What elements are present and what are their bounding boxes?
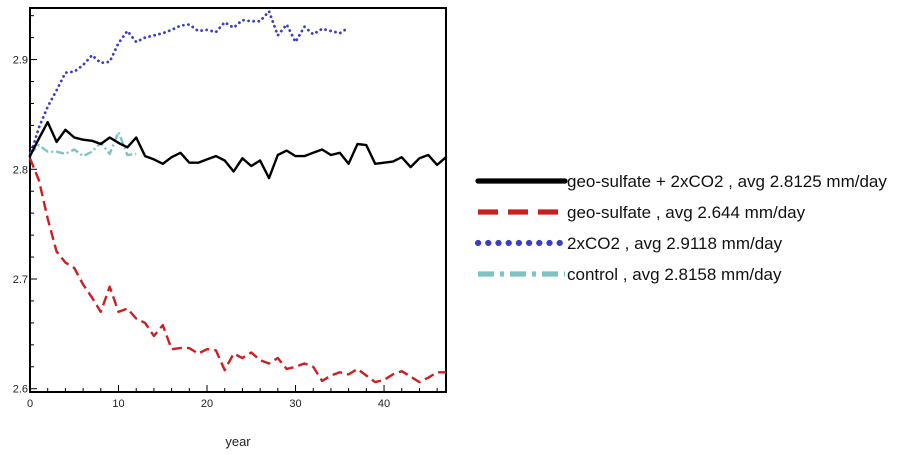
series-line-1 [28, 120, 448, 180]
x-tick-label: 30 [289, 398, 301, 410]
x-tick-label: 40 [378, 398, 390, 410]
tick-layer: 0 10 20 30 40 2.6 2.7 2.8 2.9 [13, 15, 438, 410]
x-tick-label: 10 [112, 398, 124, 410]
x-tick-label: 0 [27, 398, 33, 410]
series-layer [28, 9, 448, 384]
series-line-3 [28, 9, 351, 158]
legend-label-4: control , avg 2.8158 mm/day [567, 265, 782, 284]
y-tick-label: 2.9 [13, 55, 28, 67]
y-tick-label: 2.7 [13, 274, 28, 286]
plot-frame [29, 7, 447, 393]
legend-label-1: geo-sulfate + 2xCO2 , avg 2.8125 mm/day [567, 172, 887, 191]
legend: geo-sulfate + 2xCO2 , avg 2.8125 mm/day g… [474, 172, 887, 284]
series-line-4 [29, 130, 137, 158]
series-line-2 [28, 157, 446, 384]
y-tick-label: 2.8 [13, 164, 28, 176]
x-axis-title: year [225, 434, 251, 449]
y-tick-label: 2.6 [13, 384, 28, 396]
legend-label-2: geo-sulfate , avg 2.644 mm/day [567, 203, 806, 222]
legend-label-3: 2xCO2 , avg 2.9118 mm/day [567, 234, 783, 253]
x-tick-label: 20 [201, 398, 213, 410]
